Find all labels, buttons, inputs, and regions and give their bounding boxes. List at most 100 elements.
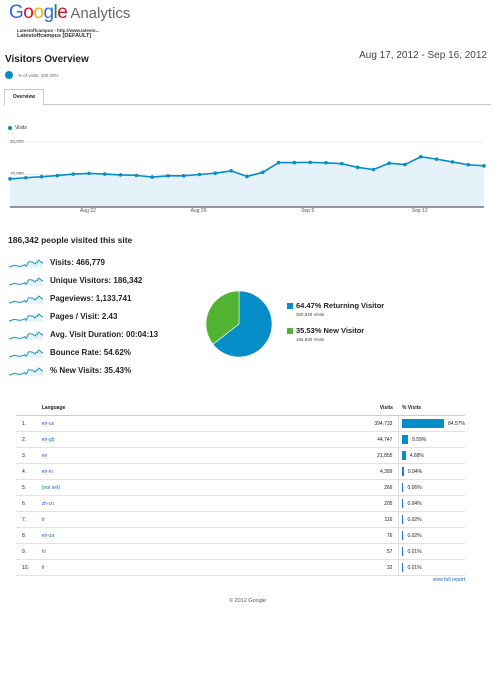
sparkline-icon (8, 349, 44, 358)
pct-bar (402, 467, 404, 476)
metric-unique-visitors[interactable]: Unique Visitors: 186,342 (8, 274, 198, 290)
pct-bar (402, 563, 404, 572)
language-link[interactable]: en-in (37, 463, 323, 480)
metric-new-visits[interactable]: % New Visits: 35.43% (8, 364, 198, 380)
data-point[interactable] (8, 177, 12, 181)
data-point[interactable] (166, 174, 170, 178)
visits-cell: 205 (322, 495, 399, 512)
pie-slice-new[interactable] (205, 290, 240, 345)
row-index: 1. (16, 415, 38, 432)
row-index: 4. (16, 463, 38, 480)
sparkline-line (8, 349, 44, 358)
sparkline-icon (8, 295, 44, 304)
sparkline-line (8, 331, 44, 340)
logo-letter: o (23, 2, 34, 23)
metric-label: Bounce Rate: 54.62% (50, 348, 131, 357)
data-point[interactable] (276, 160, 281, 165)
pct-value: 0.94% (407, 468, 423, 475)
metric-label: Visits: 466,779 (50, 258, 106, 267)
language-link[interactable]: (not set) (37, 479, 323, 496)
metric-pageviews[interactable]: Pageviews: 1,133,741 (8, 292, 198, 308)
language-link[interactable]: fr (37, 559, 323, 576)
data-point[interactable] (261, 170, 265, 175)
data-point[interactable] (197, 172, 202, 177)
data-point[interactable] (324, 161, 328, 165)
pct-cell: 0.02% (398, 527, 465, 544)
language-link[interactable]: en-us (37, 415, 323, 432)
metric-label: % New Visits: 35.43% (50, 366, 132, 375)
data-point[interactable] (24, 175, 28, 180)
metric-visits[interactable]: Visits: 466,779 (8, 256, 198, 272)
table-row: 9. hi 57 0.01% (16, 543, 465, 560)
data-point[interactable] (466, 162, 471, 167)
data-point[interactable] (55, 173, 60, 178)
sparkline-line (8, 313, 44, 322)
language-link[interactable]: zh-cn (37, 495, 323, 512)
sparkline-line (8, 277, 44, 286)
visits-area (10, 156, 484, 207)
data-point[interactable] (87, 171, 91, 176)
language-link[interactable]: tr (37, 511, 323, 528)
metric-avg-visit-duration[interactable]: Avg. Visit Duration: 00:04:13 (8, 328, 198, 344)
logo-letter: l (53, 2, 58, 23)
row-index: 5. (16, 479, 38, 496)
metric-pages-per-visit[interactable]: Pages / Visit: 2.43 (8, 310, 198, 326)
data-point[interactable] (340, 161, 344, 166)
sparkline-line (8, 259, 44, 268)
data-point[interactable] (71, 172, 75, 176)
row-index: 8. (16, 527, 38, 544)
language-link[interactable]: hi (37, 543, 323, 560)
data-point[interactable] (450, 160, 455, 164)
data-point[interactable] (387, 161, 392, 166)
data-point[interactable] (39, 174, 44, 179)
tab-divider (4, 104, 491, 105)
pie-slice-returning[interactable] (212, 290, 273, 358)
data-point[interactable] (419, 154, 423, 159)
table-row: 6. zh-cn 205 0.04% (16, 495, 465, 512)
table-row: 3. en 21,855 4.68% (16, 447, 465, 464)
visits-line-chart (8, 141, 486, 208)
data-point[interactable] (308, 160, 313, 165)
data-point[interactable] (182, 174, 186, 178)
language-link[interactable]: en-gb (37, 431, 323, 448)
column-header-pct-visits: % Visits (398, 401, 465, 416)
data-point[interactable] (229, 169, 233, 173)
data-point[interactable] (213, 171, 218, 175)
pct-value: 0.02% (407, 532, 422, 539)
data-point[interactable] (355, 165, 360, 170)
x-tick-label: Sep 5 (301, 208, 315, 214)
data-point[interactable] (403, 162, 407, 167)
page-title: Visitors Overview (5, 54, 89, 65)
data-point[interactable] (482, 164, 486, 168)
visits-cell: 4,399 (322, 463, 399, 480)
sparkline-icon (8, 259, 44, 268)
data-point[interactable] (245, 174, 249, 179)
pct-cell: 0.02% (398, 511, 465, 528)
data-point[interactable] (371, 167, 376, 172)
data-point[interactable] (103, 172, 107, 176)
pct-bar (402, 451, 406, 460)
visits-cell: 21,855 (322, 447, 399, 464)
legend-swatch (287, 328, 293, 335)
data-point[interactable] (292, 160, 297, 165)
pct-bar (402, 515, 404, 524)
sparkline-icon (8, 313, 44, 322)
data-point[interactable] (150, 175, 154, 179)
data-point[interactable] (118, 173, 123, 177)
row-index: 3. (16, 447, 38, 464)
pct-value: 0.02% (407, 516, 422, 523)
row-index: 2. (16, 431, 38, 448)
row-index: 10. (16, 559, 38, 576)
visits-cell: 32 (322, 559, 399, 576)
visits-cell: 76 (322, 527, 399, 544)
language-link[interactable]: en-za (37, 527, 323, 544)
metric-bounce-rate[interactable]: Bounce Rate: 54.62% (8, 346, 198, 362)
date-range[interactable]: Aug 17, 2012 - Sep 16, 2012 (359, 50, 487, 61)
metric-label: Pageviews: 1,133,741 (50, 294, 132, 303)
data-point[interactable] (134, 173, 139, 178)
view-full-report-link[interactable]: view full report (432, 577, 465, 583)
data-point[interactable] (434, 157, 439, 161)
tab-overview[interactable]: Overview (4, 89, 44, 106)
language-link[interactable]: en (37, 447, 323, 464)
visits-cell: 57 (322, 543, 399, 560)
